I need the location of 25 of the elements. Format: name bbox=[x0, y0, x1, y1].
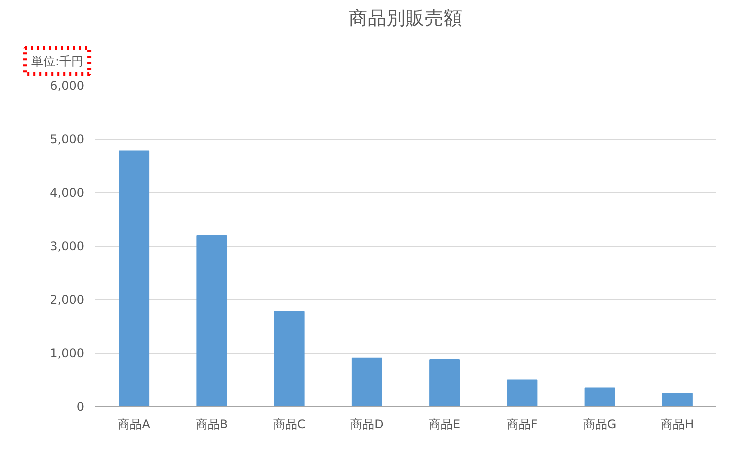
bar bbox=[507, 380, 538, 406]
bar bbox=[430, 359, 460, 406]
bar bbox=[119, 150, 150, 406]
y-tick-label: 0 bbox=[76, 400, 85, 414]
bar bbox=[352, 358, 382, 406]
bar bbox=[274, 311, 305, 406]
x-tick-label: 商品D bbox=[350, 418, 384, 432]
y-tick-label: 4,000 bbox=[50, 186, 85, 200]
chart-title: 商品別販売額 bbox=[349, 8, 463, 30]
y-tick-label: 5,000 bbox=[50, 132, 85, 146]
x-tick-label: 商品E bbox=[429, 418, 461, 432]
x-tick-label: 商品A bbox=[118, 418, 152, 432]
x-tick-label: 商品G bbox=[583, 418, 617, 432]
y-tick-label: 2,000 bbox=[50, 293, 85, 307]
x-tick-label: 商品C bbox=[273, 418, 306, 432]
y-tick-label: 1,000 bbox=[50, 346, 85, 360]
bar bbox=[584, 388, 616, 406]
text: 単位:千円 bbox=[32, 54, 84, 68]
y-tick-label: 3,000 bbox=[50, 240, 85, 254]
bar bbox=[662, 393, 693, 406]
y-tick-label: 6,000 bbox=[50, 79, 85, 93]
x-tick-label: 商品F bbox=[506, 418, 538, 432]
bar bbox=[196, 235, 228, 406]
x-tick-label: 商品H bbox=[661, 418, 694, 432]
x-tick-label: 商品B bbox=[196, 418, 228, 432]
